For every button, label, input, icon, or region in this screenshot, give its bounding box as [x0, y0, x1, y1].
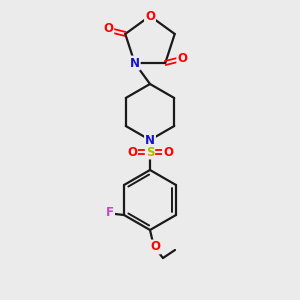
Text: N: N	[145, 134, 155, 146]
Text: N: N	[130, 56, 140, 70]
Text: O: O	[163, 146, 173, 158]
Text: S: S	[146, 146, 154, 158]
Text: O: O	[145, 10, 155, 22]
Text: F: F	[106, 206, 114, 220]
Text: O: O	[150, 241, 160, 254]
Text: O: O	[103, 22, 113, 35]
Text: O: O	[177, 52, 187, 64]
Text: O: O	[127, 146, 137, 158]
